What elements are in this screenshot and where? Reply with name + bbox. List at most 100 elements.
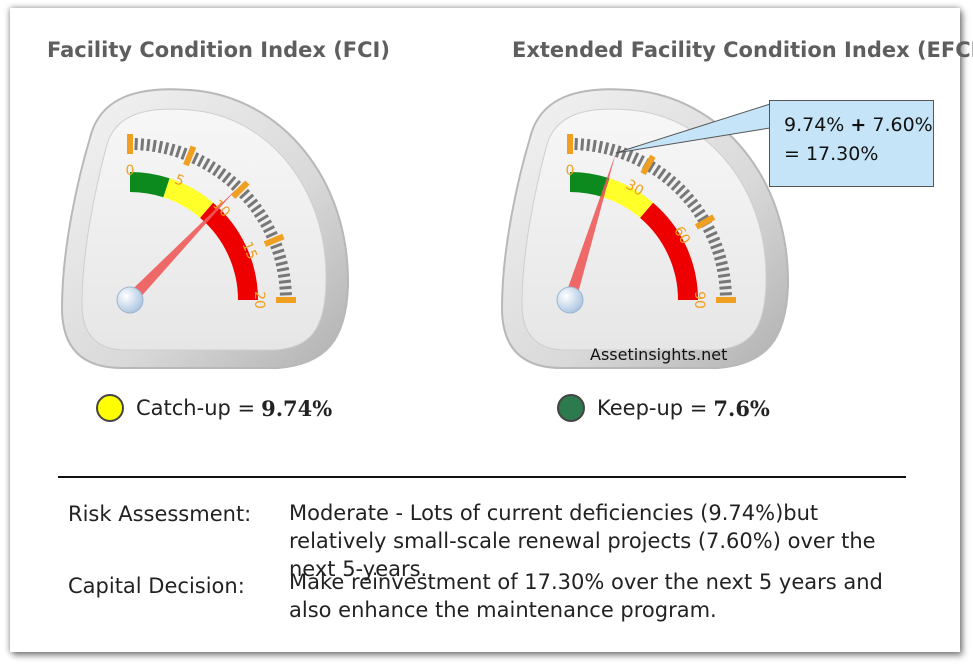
gauge-tick xyxy=(278,279,292,284)
gauge-major-tick xyxy=(694,214,716,230)
gauge-band-red xyxy=(639,202,698,301)
gauge-tick xyxy=(152,139,157,153)
gauge-tick xyxy=(592,139,597,153)
gauge-scale-label: 60 xyxy=(670,224,693,247)
gauge-tick xyxy=(647,161,656,173)
gauge-tick xyxy=(693,208,706,218)
gauge-tick xyxy=(201,157,211,170)
callout-line-2: = 17.30% xyxy=(784,143,879,165)
gauge-tick xyxy=(715,260,728,267)
gauge-hub xyxy=(116,286,144,314)
gauge-tick xyxy=(574,138,578,151)
gauge-scale-label: 0 xyxy=(566,163,575,179)
gauge-tick xyxy=(146,138,151,152)
gauge-hub xyxy=(556,286,584,314)
gauge-tick xyxy=(652,164,662,177)
gauge-tick xyxy=(207,161,216,173)
gauge-tick xyxy=(216,168,227,180)
gauge-tick xyxy=(253,208,266,218)
gauge-tick xyxy=(230,179,242,191)
gauge-tick xyxy=(719,285,732,290)
gauge-tick xyxy=(690,203,702,214)
gauge-scale-label: 0 xyxy=(126,163,135,179)
gauge-tick xyxy=(716,266,730,273)
risk-text: Moderate - Lots of current deficiencies … xyxy=(289,501,876,581)
risk-label: Risk Assessment: xyxy=(68,502,252,526)
gauge-tick xyxy=(260,219,273,229)
gauge-tick xyxy=(597,140,604,154)
gauge-tick xyxy=(279,292,292,296)
gauge-tick xyxy=(270,242,283,250)
capital-text: Make reinvestment of 17.30% over the nex… xyxy=(289,570,883,622)
gauge-tick xyxy=(679,188,691,200)
fci-legend-value: 9.74% xyxy=(261,395,333,421)
gauge-tick xyxy=(631,152,640,165)
gauge-tick xyxy=(191,152,200,165)
capital-label: Capital Decision: xyxy=(68,574,245,598)
gauge-tick xyxy=(212,164,222,177)
gauge-scale-label: 30 xyxy=(623,177,646,200)
callout-operator: + xyxy=(850,114,867,136)
gauge-tick xyxy=(169,143,176,157)
gauge-tick xyxy=(703,225,715,234)
gauge-tick xyxy=(636,155,645,167)
gauge-tick xyxy=(265,230,278,239)
gauge-tick xyxy=(273,254,287,261)
gauge-tick xyxy=(157,140,164,154)
efci-title: Extended Facility Condition Index (EFCI) xyxy=(512,38,973,62)
gauge-band-red xyxy=(199,202,258,301)
gauge-tick xyxy=(163,142,170,155)
gauge-band-green xyxy=(569,172,610,198)
gauge-band-yellow xyxy=(163,178,214,219)
gauge-tick xyxy=(686,198,699,209)
gauge-tick xyxy=(250,203,262,214)
efci-callout: 9.74% + 7.60% = 17.30% xyxy=(769,100,934,187)
gauge-tick xyxy=(140,138,145,151)
gauge-tick xyxy=(580,138,585,151)
gauge-tick xyxy=(718,279,732,284)
gauge-tick xyxy=(661,171,672,184)
gauge-tick xyxy=(180,147,188,160)
gauge-tick xyxy=(263,225,275,234)
gauge-tick xyxy=(239,188,251,200)
gauge-band-green xyxy=(129,172,170,198)
gauge-major-tick xyxy=(183,145,197,167)
efci-gauge: 0 30 60 90 xyxy=(500,88,790,369)
gauge-tick xyxy=(603,142,610,155)
gauge-needle xyxy=(564,153,616,302)
efci-legend-value: 7.6% xyxy=(713,395,770,421)
gauge-tick xyxy=(277,273,291,278)
yellow-dot-icon xyxy=(96,394,124,422)
gauge-tick xyxy=(243,193,255,204)
gauge-tick xyxy=(221,171,232,184)
callout-value-a: 9.74% xyxy=(784,114,845,136)
gauge-tick xyxy=(670,179,682,191)
gauge-tick xyxy=(710,242,723,250)
gauge-major-tick xyxy=(640,154,656,176)
green-dot-icon xyxy=(557,394,585,422)
gauge-tick xyxy=(713,254,727,261)
gauge-tick xyxy=(586,138,591,152)
gauge-tick xyxy=(279,285,292,290)
gauge-tick xyxy=(666,175,677,187)
gauge-tick xyxy=(712,248,725,256)
gauge-scale-label: 15 xyxy=(238,239,260,262)
gauge-tick xyxy=(134,138,138,151)
callout-line-1: 9.74% + 7.60% xyxy=(784,111,933,140)
fci-legend-label: Catch-up = xyxy=(136,396,256,420)
gauge-tick xyxy=(708,236,721,244)
gauge-tick xyxy=(626,149,634,162)
gauge-tick xyxy=(174,145,182,158)
efci-legend: Keep-up = 7.6% xyxy=(557,394,770,422)
gauge-major-tick xyxy=(231,180,250,199)
gauge-tick xyxy=(697,214,709,223)
gauge-tick xyxy=(719,292,732,296)
gauge-tick xyxy=(683,193,695,204)
efci-legend-label: Keep-up = xyxy=(597,396,708,420)
watermark: Assetinsights.net xyxy=(590,345,728,364)
callout-value-b: 7.60% xyxy=(872,114,933,136)
gauge-band-yellow xyxy=(603,178,654,219)
gauge-scale-label: 20 xyxy=(251,291,267,309)
gauge-tick xyxy=(656,168,667,180)
